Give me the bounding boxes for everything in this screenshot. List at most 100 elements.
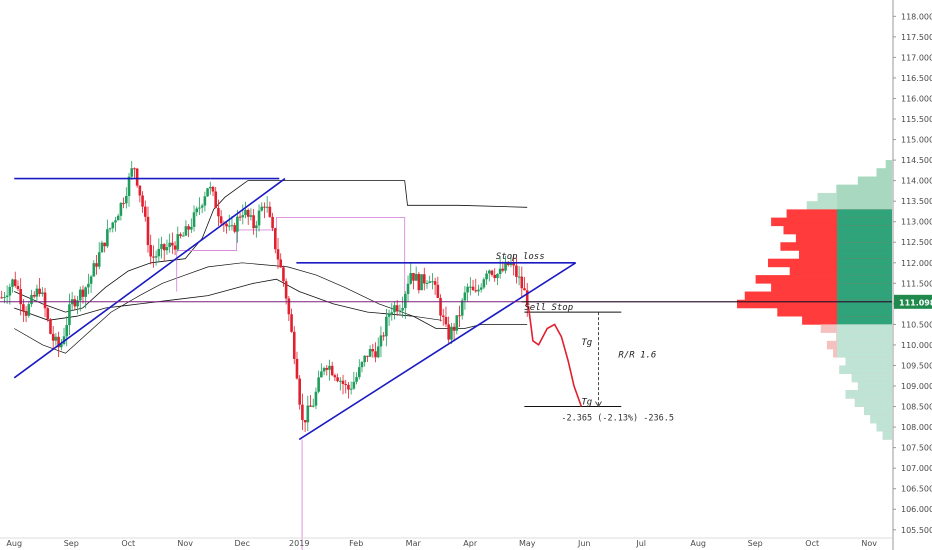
candle-bear xyxy=(333,375,337,378)
candle-bull xyxy=(379,335,383,347)
candle-bear xyxy=(439,297,442,316)
y-tick-label: 116.500 xyxy=(901,74,932,83)
y-axis[interactable]: 118.000 117.500 117.000 116.500 116.000 115.5… xyxy=(892,0,932,550)
profile-bar xyxy=(768,258,892,268)
candle-bear xyxy=(493,274,497,279)
y-tick-label: 110.500 xyxy=(901,320,932,329)
profile-bar-up xyxy=(857,176,892,186)
x-tick-label: Nov xyxy=(177,539,193,548)
profile-bar-dn xyxy=(854,398,892,407)
candle-bull xyxy=(244,209,247,216)
candle-bear xyxy=(43,292,47,309)
candle-bull xyxy=(428,281,432,283)
y-tick-label: 111.500 xyxy=(901,279,932,288)
profile-bar-dn xyxy=(845,357,892,366)
projected-path xyxy=(527,305,583,407)
candle-bull xyxy=(108,228,112,230)
candle-bull xyxy=(125,196,128,204)
candle-bear xyxy=(512,262,515,266)
candle-bear xyxy=(219,216,223,224)
candle-bull xyxy=(184,226,188,236)
profile-bar-up xyxy=(885,160,892,169)
candle-bear xyxy=(263,206,266,208)
last-price-badge[interactable] xyxy=(894,294,932,309)
candle-bull xyxy=(35,288,39,297)
candle-bear xyxy=(284,281,288,299)
profile-bar xyxy=(737,299,892,309)
candle-bear xyxy=(279,259,283,268)
candle-bull xyxy=(477,289,480,292)
y-tick-label: 118.000 xyxy=(901,12,932,21)
candle-bull xyxy=(517,276,521,278)
candle-bull xyxy=(200,205,204,208)
candle-bull xyxy=(317,377,320,392)
y-tick-label: 117.500 xyxy=(901,33,932,42)
candle-bull xyxy=(498,268,502,275)
profile-bar-dn xyxy=(882,431,892,440)
profile-bar xyxy=(780,242,892,251)
candle-bull xyxy=(260,206,264,211)
profile-bar-dn xyxy=(837,332,892,342)
profile-bar-va xyxy=(837,217,892,227)
profile-bar-va xyxy=(837,316,892,325)
candle-bull xyxy=(111,222,115,229)
candle-bull xyxy=(409,273,413,284)
candle-bear xyxy=(422,274,426,284)
candle-bear xyxy=(382,335,385,337)
candle-bear xyxy=(309,405,312,407)
candle-bear xyxy=(436,284,440,298)
candle-bear xyxy=(179,234,182,237)
candle-bull xyxy=(431,281,434,283)
x-tick-label: Sep xyxy=(64,539,79,548)
profile-bar xyxy=(744,291,892,301)
candle-bull xyxy=(482,279,486,288)
anchored-vwap-lower xyxy=(14,278,528,329)
candle-bear xyxy=(95,263,98,267)
candle-bull xyxy=(390,312,394,315)
candle-bull xyxy=(363,355,366,363)
candle-bull xyxy=(230,225,234,227)
y-tick-label: 108.000 xyxy=(901,423,932,432)
y-tick-label: 115.000 xyxy=(901,136,932,145)
profile-bar-dn xyxy=(837,349,892,358)
candle-bull xyxy=(97,252,101,267)
y-tick-label: 112.000 xyxy=(901,259,932,268)
candle-bull xyxy=(236,216,239,232)
candle-bear xyxy=(523,288,526,291)
sell-stop-label: Sell Stop xyxy=(524,303,573,313)
y-tick-label: 108.500 xyxy=(901,403,932,412)
candle-bear xyxy=(471,286,475,291)
candle-bear xyxy=(325,367,329,370)
candle-bear xyxy=(143,206,147,217)
x-tick-label: Aug xyxy=(6,539,22,548)
profile-bar-dn xyxy=(857,381,892,391)
profile-bar-va xyxy=(837,307,892,317)
candle-bull xyxy=(87,283,90,288)
x-axis[interactable]: Aug Sep Oct Nov Dec 2019 Feb Mar Apr May Jun Jul Aug… xyxy=(0,537,892,548)
x-tick-label: Sep xyxy=(748,539,763,548)
candle-bull xyxy=(496,274,499,279)
candle-bear xyxy=(417,274,421,291)
candle-bear xyxy=(441,315,445,317)
candle-bear xyxy=(515,265,518,277)
candle-bull xyxy=(154,256,158,258)
candle-bear xyxy=(13,279,17,286)
vwap-line xyxy=(14,262,442,354)
candle-bull xyxy=(360,362,364,368)
candles xyxy=(0,160,529,433)
candle-bull xyxy=(406,283,410,295)
candle-bear xyxy=(246,209,250,217)
volume-profile xyxy=(737,160,892,440)
profile-bar xyxy=(771,217,892,227)
candle-bear xyxy=(46,308,50,320)
x-tick-label: Oct xyxy=(805,539,819,548)
candle-bull xyxy=(89,276,93,284)
candle-bear xyxy=(57,336,60,348)
candle-bull xyxy=(92,263,96,277)
trendline-lower-trend-1 xyxy=(13,177,286,379)
candle-bear xyxy=(268,206,272,217)
candle-bear xyxy=(282,267,285,282)
candle-bear xyxy=(366,355,369,357)
